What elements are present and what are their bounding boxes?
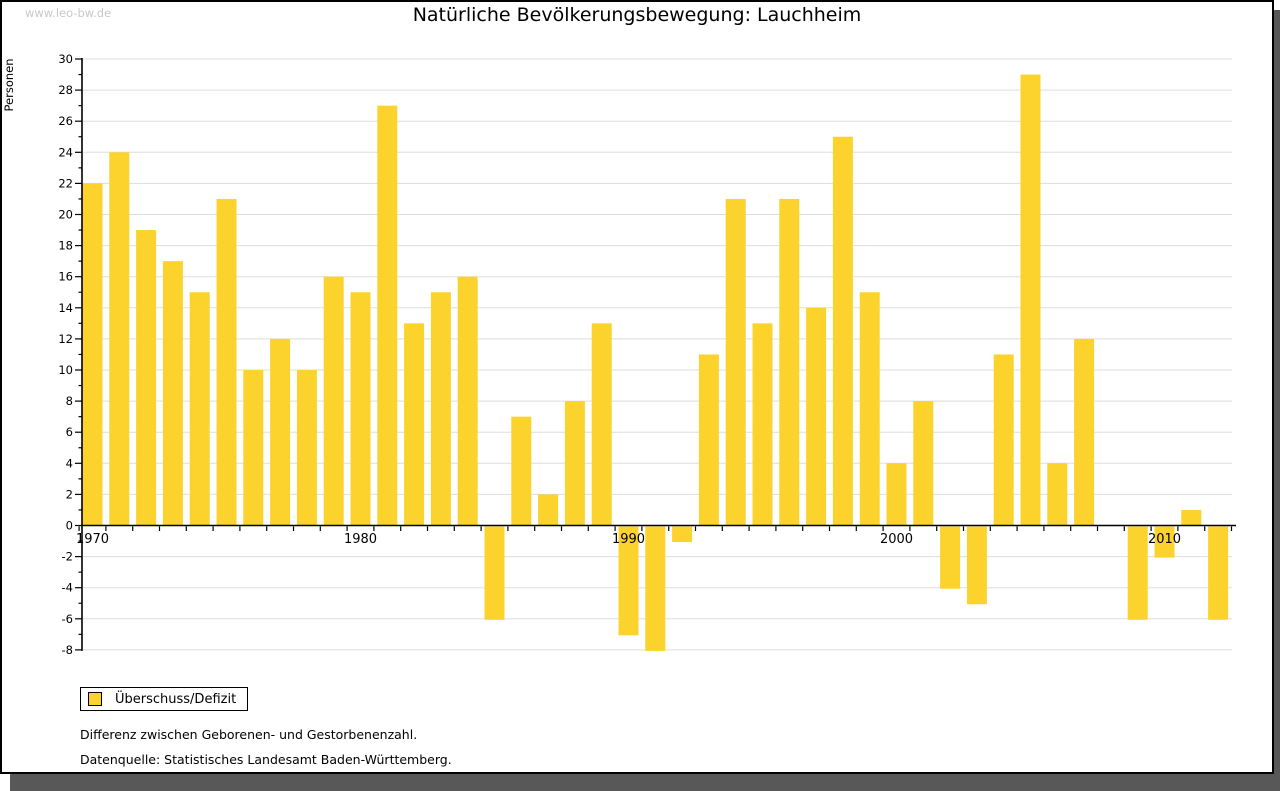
y-tick-label: 20 xyxy=(58,208,73,222)
y-tick-label: 30 xyxy=(58,52,73,66)
data-source-note: Datenquelle: Statistisches Landesamt Bad… xyxy=(80,752,452,767)
bar-1979 xyxy=(323,276,344,526)
bar-2011 xyxy=(1181,509,1202,526)
frame-shadow-bottom xyxy=(10,774,1280,791)
bar-1974 xyxy=(189,292,210,526)
y-tick-label: -4 xyxy=(62,581,73,595)
bar-1975 xyxy=(216,198,237,526)
bar-1973 xyxy=(162,261,183,526)
bar-2006 xyxy=(1047,463,1068,526)
chart-note: Differenz zwischen Geborenen- und Gestor… xyxy=(80,727,418,742)
y-tick-label: 28 xyxy=(58,83,73,97)
y-tick-label: 10 xyxy=(58,363,73,377)
bar-1990 xyxy=(618,526,639,636)
bar-2010 xyxy=(1154,526,1175,558)
x-tick-label: 1990 xyxy=(612,532,645,547)
y-tick-label: 0 xyxy=(66,519,73,533)
bar-2003 xyxy=(966,526,987,605)
legend-swatch-icon xyxy=(88,692,102,706)
watermark: www.leo-bw.de xyxy=(25,6,112,20)
bar-2001 xyxy=(913,401,934,526)
bar-1992 xyxy=(672,526,693,543)
bar-1997 xyxy=(806,307,827,526)
bar-1971 xyxy=(109,152,130,526)
bar-1998 xyxy=(832,136,853,526)
bar-1985 xyxy=(484,526,505,620)
bar-2004 xyxy=(993,354,1014,526)
y-tick-label: 22 xyxy=(58,176,73,190)
y-tick-label: 26 xyxy=(58,114,73,128)
bar-1986 xyxy=(511,416,532,526)
y-tick-label: 14 xyxy=(58,301,73,315)
bar-1983 xyxy=(430,292,451,526)
bar-2000 xyxy=(886,463,907,526)
bar-1980 xyxy=(350,292,371,526)
y-tick-label: 4 xyxy=(66,456,73,470)
bar-1977 xyxy=(270,338,291,526)
bar-2012 xyxy=(1208,526,1229,620)
bar-1989 xyxy=(591,323,612,526)
page-frame xyxy=(0,0,1274,774)
legend-label: Überschuss/Defizit xyxy=(115,691,237,707)
y-tick-label: -2 xyxy=(62,550,73,564)
y-axis-title: Personen xyxy=(2,58,16,111)
bar-1976 xyxy=(243,370,264,526)
y-tick-label: 18 xyxy=(58,239,73,253)
y-tick-label: -6 xyxy=(62,612,73,626)
bar-1988 xyxy=(564,401,585,526)
bar-1978 xyxy=(296,370,317,526)
y-tick-label: 6 xyxy=(66,425,73,439)
y-tick-label: 12 xyxy=(58,332,73,346)
bar-2002 xyxy=(940,526,961,589)
bar-1984 xyxy=(457,276,478,526)
y-tick-label: 16 xyxy=(58,270,73,284)
chart-title: Natürliche Bevölkerungsbewegung: Lauchhe… xyxy=(412,4,862,26)
bar-2009 xyxy=(1127,526,1148,620)
x-tick-label: 1970 xyxy=(76,532,109,547)
bar-2007 xyxy=(1074,338,1095,526)
y-tick-label: 24 xyxy=(58,145,73,159)
legend: Überschuss/Defizit xyxy=(80,687,248,711)
frame-shadow-right xyxy=(1274,10,1280,791)
y-tick-label: -8 xyxy=(62,643,73,657)
x-tick-label: 2010 xyxy=(1148,532,1181,547)
bar-1996 xyxy=(779,198,800,526)
x-tick-label: 1980 xyxy=(344,532,377,547)
bar-2005 xyxy=(1020,74,1041,526)
bar-1999 xyxy=(859,292,880,526)
bar-1995 xyxy=(752,323,773,526)
bar-1982 xyxy=(404,323,425,526)
y-tick-label: 8 xyxy=(66,394,73,408)
bar-1987 xyxy=(538,494,559,526)
bar-1972 xyxy=(136,230,157,526)
bar-1981 xyxy=(377,105,398,526)
x-tick-label: 2000 xyxy=(880,532,913,547)
bar-1993 xyxy=(698,354,719,526)
y-tick-label: 2 xyxy=(66,487,73,501)
bar-1991 xyxy=(645,526,666,651)
bar-1994 xyxy=(725,198,746,526)
bar-1970 xyxy=(82,183,103,526)
